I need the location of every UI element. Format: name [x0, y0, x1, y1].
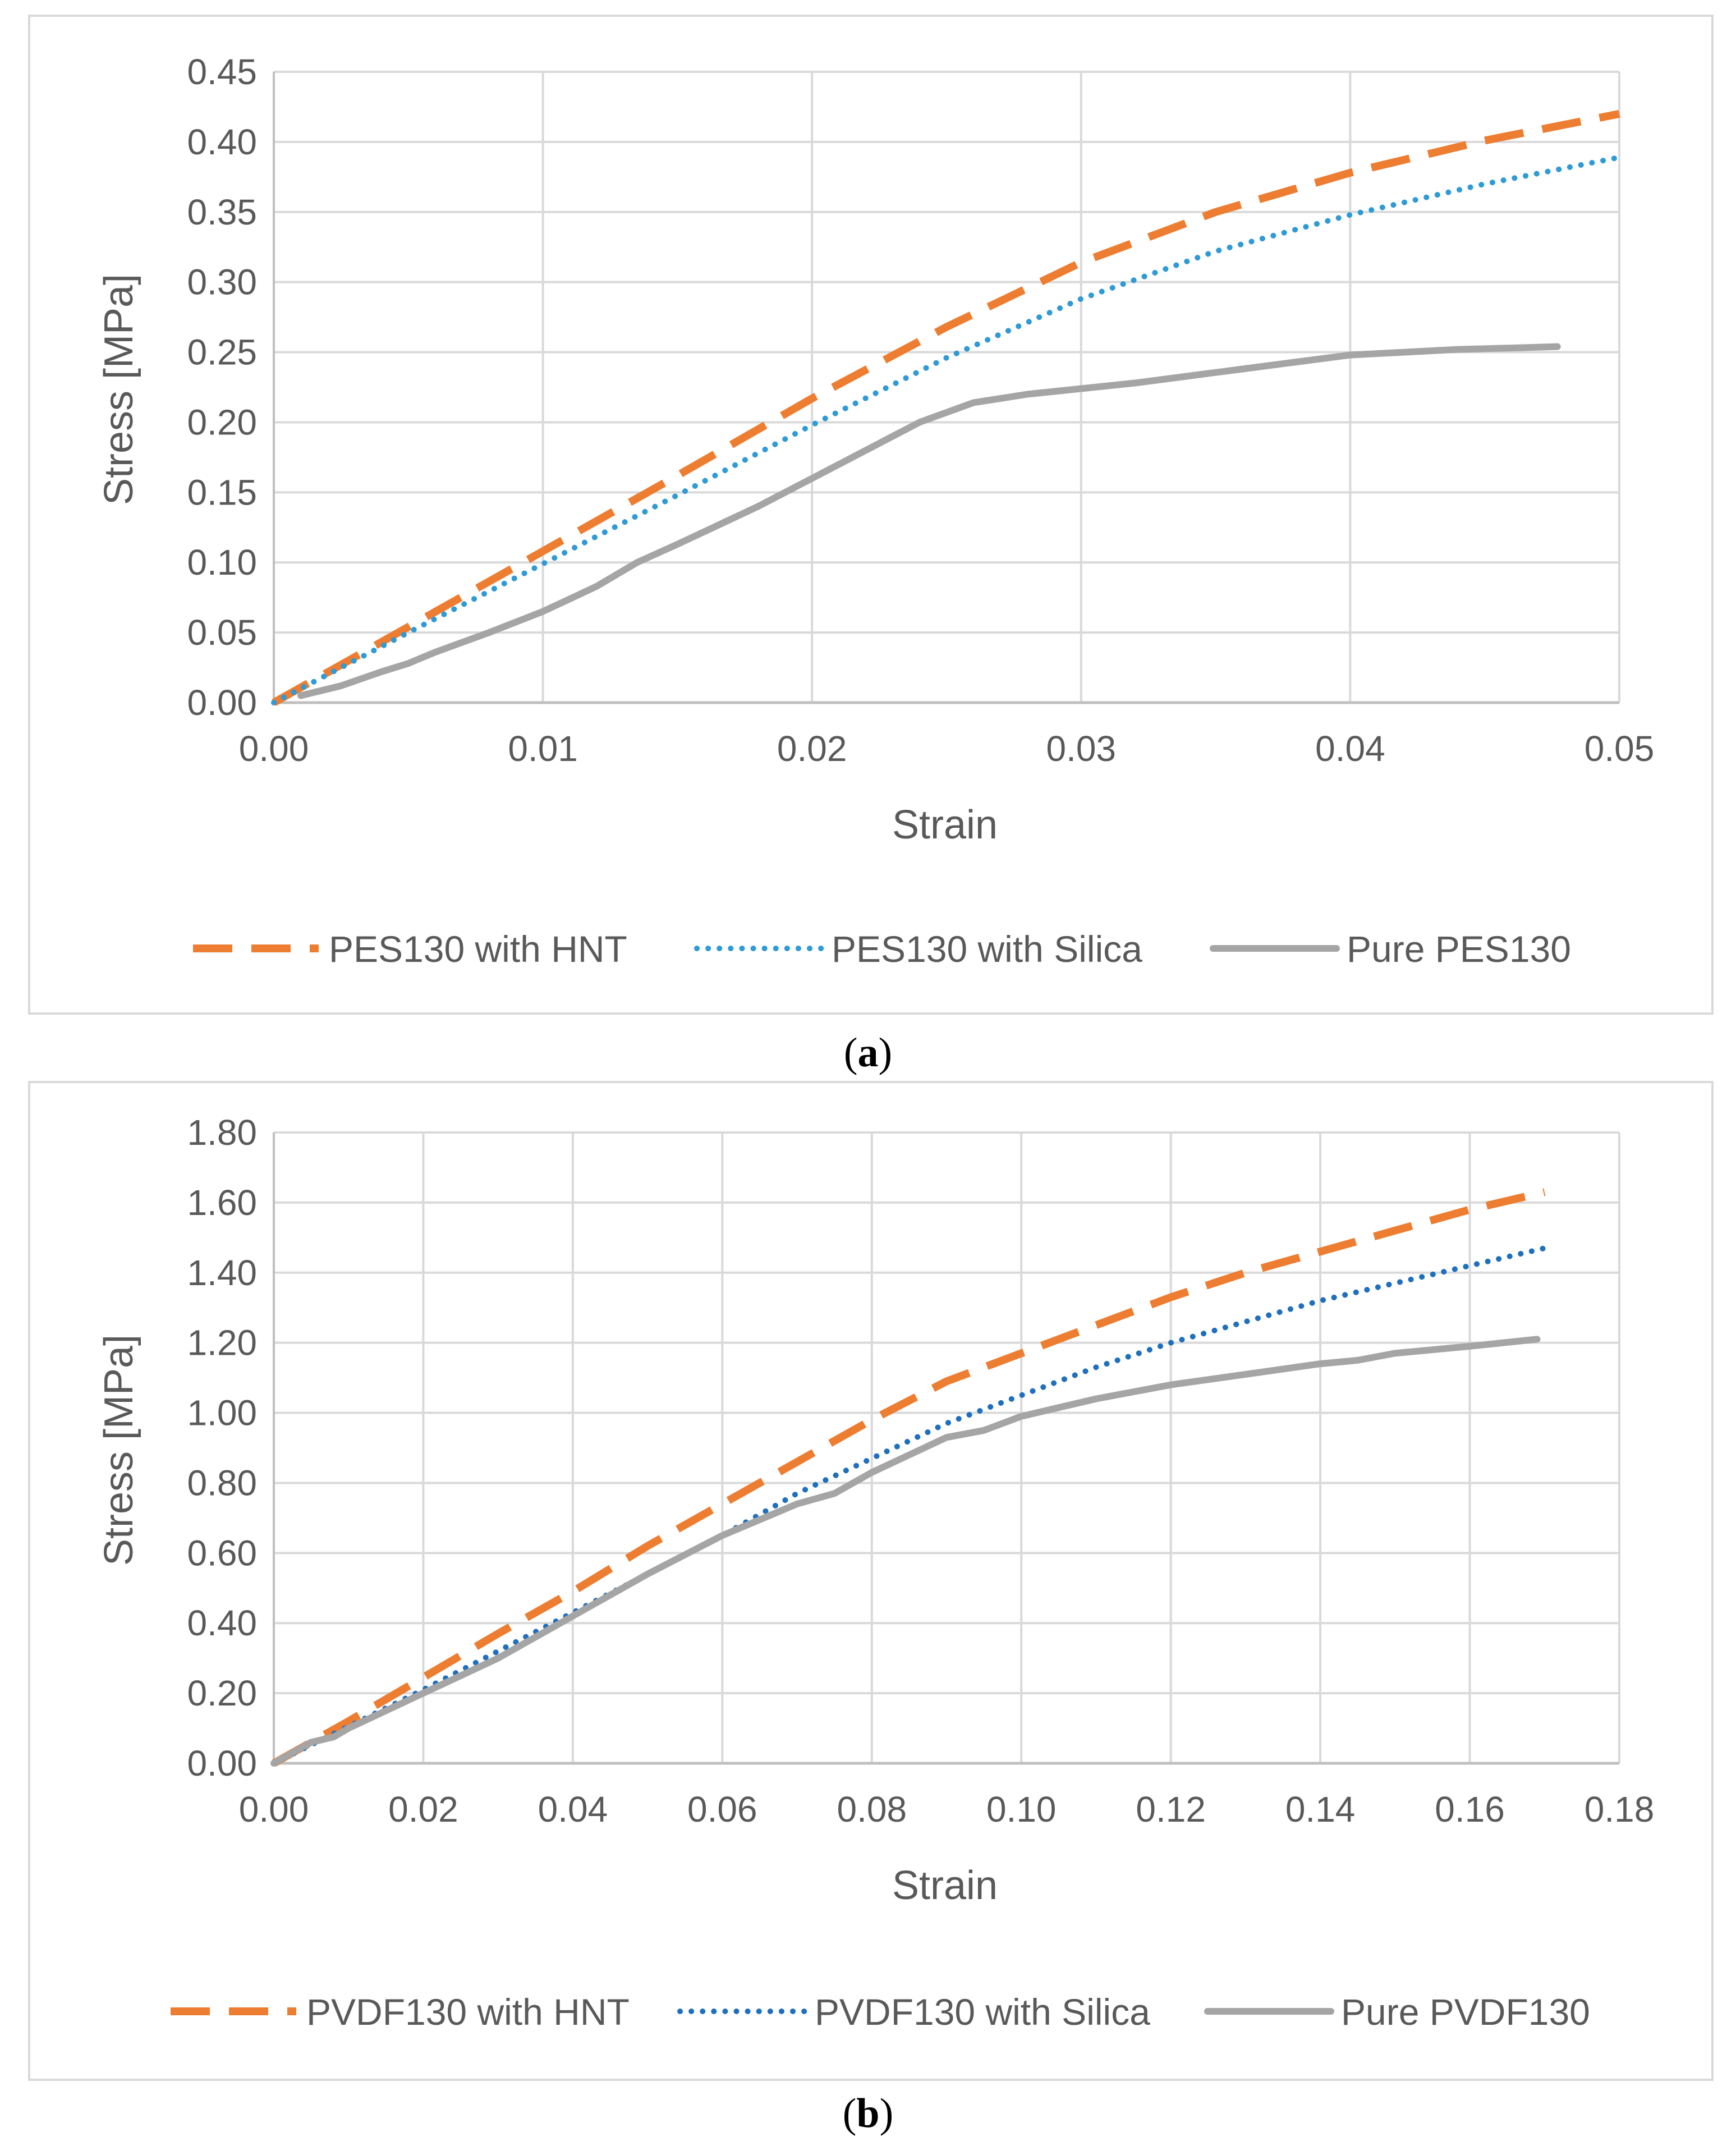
- legend-label-b-0: PVDF130 with HNT: [306, 1991, 630, 2033]
- x-tick-label-b-9: 0.18: [1585, 1789, 1655, 1830]
- x-tick-label-b-1: 0.02: [388, 1789, 458, 1830]
- legend-label-b-2: Pure PVDF130: [1341, 1991, 1590, 2033]
- y-tick-label-b-4: 0.80: [187, 1462, 257, 1503]
- x-tick-label-a-2: 0.02: [777, 728, 847, 769]
- y-axis-title-a: Stress [MPa]: [97, 274, 141, 505]
- caption-b: (b): [843, 2090, 893, 2136]
- x-tick-label-b-4: 0.08: [837, 1789, 907, 1830]
- y-tick-label-b-2: 0.40: [187, 1603, 257, 1643]
- y-tick-label-b-5: 1.00: [187, 1393, 257, 1433]
- y-tick-label-a-0: 0.00: [187, 682, 257, 723]
- legend-label-b-1: PVDF130 with Silica: [815, 1991, 1150, 2033]
- legend-label-a-0: PES130 with HNT: [329, 928, 627, 970]
- y-tick-label-b-3: 0.60: [187, 1533, 257, 1573]
- y-tick-label-a-7: 0.35: [187, 192, 257, 232]
- caption-a: (a): [844, 1030, 892, 1076]
- x-tick-label-b-3: 0.06: [687, 1789, 757, 1830]
- y-tick-label-b-7: 1.40: [187, 1253, 257, 1293]
- x-tick-label-a-3: 0.03: [1046, 728, 1117, 769]
- chart-panel-a: 0.00 0.05 0.10 0.15 0.20 0.25 0.30 0.35 0.40 0.45…: [29, 16, 1712, 1076]
- x-axis-title-b: Strain: [892, 1863, 998, 1908]
- y-tick-label-b-6: 1.20: [187, 1323, 257, 1363]
- x-tick-label-b-0: 0.00: [239, 1789, 309, 1830]
- y-tick-label-b-8: 1.60: [187, 1182, 257, 1223]
- figure: 0.00 0.05 0.10 0.15 0.20 0.25 0.30 0.35 0.40 0.45…: [0, 0, 1736, 2155]
- legend-label-a-2: Pure PES130: [1347, 928, 1571, 970]
- y-axis-title-b: Stress [MPa]: [97, 1335, 141, 1566]
- y-tick-label-a-4: 0.20: [187, 402, 257, 442]
- y-tick-label-a-3: 0.15: [187, 472, 257, 512]
- chart-panel-b: 0.00 0.20 0.40 0.60 0.80 1.00 1.20 1.40 1.60 1.80…: [29, 1082, 1712, 2136]
- chart-frame-a: [29, 16, 1712, 1014]
- x-tick-label-b-2: 0.04: [538, 1789, 608, 1830]
- y-tick-label-b-9: 1.80: [187, 1112, 257, 1153]
- y-tick-label-a-5: 0.25: [187, 332, 257, 373]
- x-tick-label-b-7: 0.14: [1285, 1789, 1356, 1830]
- y-tick-label-b-1: 0.20: [187, 1673, 257, 1713]
- y-tick-label-a-1: 0.05: [187, 612, 257, 653]
- y-tick-label-a-8: 0.40: [187, 122, 257, 162]
- x-tick-label-a-1: 0.01: [508, 728, 578, 769]
- y-tick-label-a-2: 0.10: [187, 542, 257, 583]
- y-tick-label-a-6: 0.30: [187, 262, 257, 302]
- x-tick-label-b-8: 0.16: [1435, 1789, 1505, 1830]
- legend-b: PVDF130 with HNT PVDF130 with Silica Pur…: [171, 1991, 1590, 2033]
- x-tick-label-b-6: 0.12: [1136, 1789, 1206, 1830]
- x-tick-label-a-5: 0.05: [1585, 728, 1655, 769]
- x-axis-title-a: Strain: [892, 803, 998, 847]
- x-tick-label-a-4: 0.04: [1315, 728, 1385, 769]
- x-tick-label-b-5: 0.10: [986, 1789, 1057, 1830]
- y-tick-label-a-9: 0.45: [187, 52, 257, 92]
- x-tick-label-a-0: 0.00: [239, 728, 309, 769]
- legend-label-a-1: PES130 with Silica: [832, 928, 1142, 970]
- legend-a: PES130 with HNT PES130 with Silica Pure …: [193, 928, 1571, 970]
- y-tick-label-b-0: 0.00: [187, 1743, 257, 1783]
